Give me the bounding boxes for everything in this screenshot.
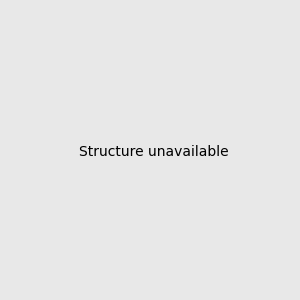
Text: Structure unavailable: Structure unavailable [79,145,229,158]
